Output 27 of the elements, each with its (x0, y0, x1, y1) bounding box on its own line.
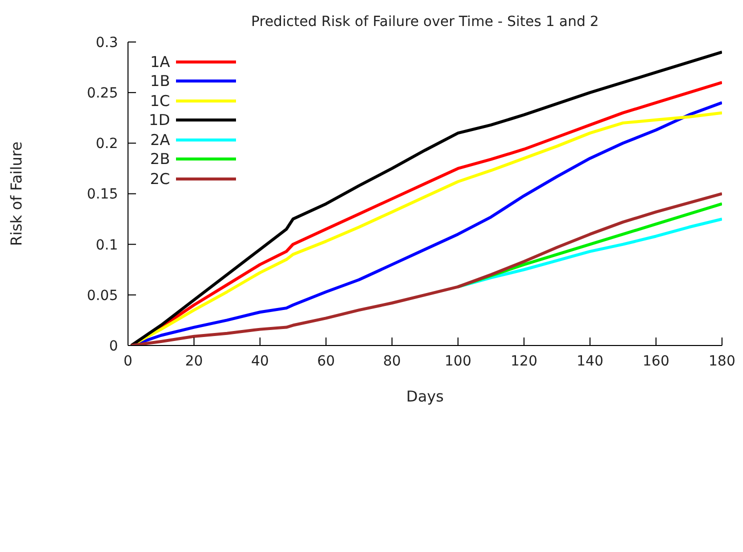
legend-label: 2A (149, 130, 170, 149)
y-tick-label: 0.25 (86, 86, 118, 102)
y-tick-label: 0.3 (96, 34, 118, 51)
x-tick-label: 80 (383, 353, 401, 370)
x-tick-label: 140 (576, 353, 604, 370)
y-tick-label: 0.05 (86, 288, 118, 304)
chart-title: Predicted Risk of Failure over Time - Sites 1 and 2 (250, 14, 600, 30)
x-axis-title: Days (406, 388, 444, 406)
x-tick-label: 0 (124, 353, 132, 370)
legend-label: 2B (149, 150, 170, 168)
legend-label: 1C (148, 92, 170, 110)
legend-label: 1D (148, 111, 170, 130)
x-tick-label: 160 (642, 353, 670, 370)
y-tick-label: 0.15 (86, 186, 118, 203)
legend-label: 2C (148, 170, 170, 188)
x-tick-label: 60 (317, 353, 335, 370)
y-tick-label: 0.1 (96, 237, 118, 254)
x-tick-label: 100 (444, 353, 472, 370)
x-tick-label: 120 (510, 353, 538, 370)
legend-label: 1A (149, 52, 170, 71)
x-tick-label: 180 (708, 353, 736, 370)
y-axis-title: Risk of Failure (7, 142, 26, 246)
x-tick-label: 20 (185, 353, 203, 370)
legend-label: 1B (149, 72, 170, 90)
y-tick-label: 0 (109, 338, 118, 354)
x-tick-label: 40 (251, 353, 269, 370)
y-tick-label: 0.2 (96, 136, 118, 152)
